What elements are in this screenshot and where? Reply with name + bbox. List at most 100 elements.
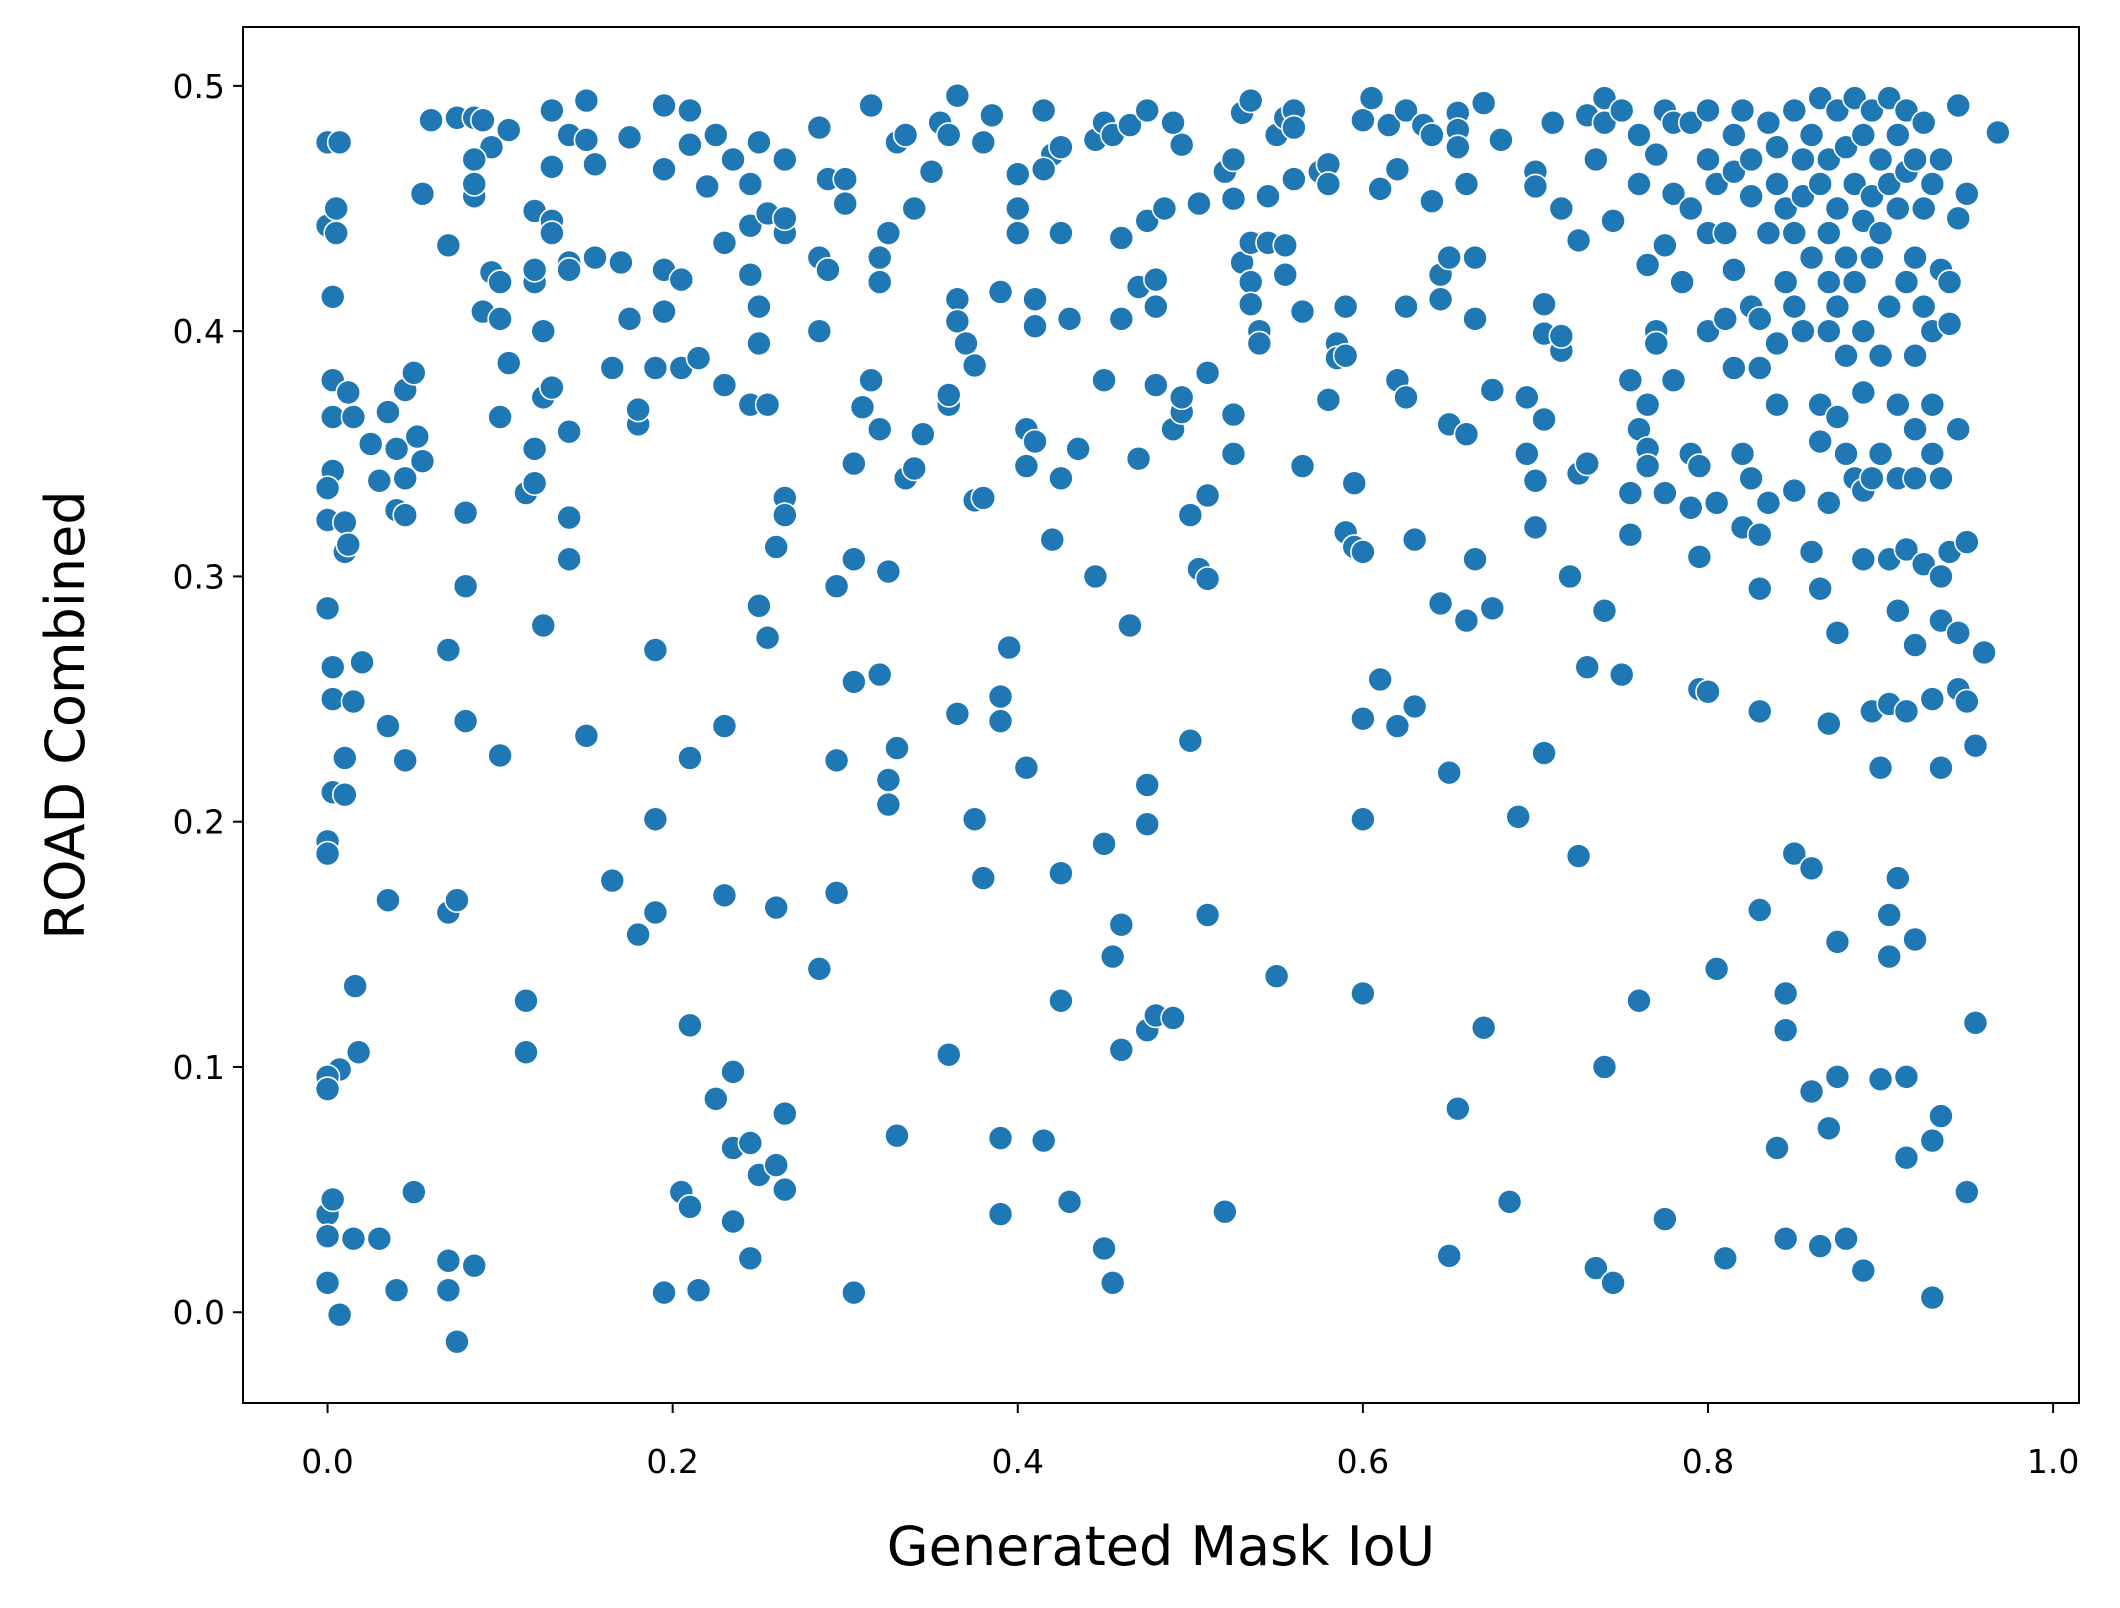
scatter-point <box>642 355 669 381</box>
scatter-point <box>375 399 401 425</box>
scatter-point <box>1436 244 1462 271</box>
scatter-point <box>703 1086 729 1112</box>
scatter-point <box>1695 97 1721 124</box>
scatter-point <box>1928 465 1954 492</box>
scatter-point <box>1859 465 1885 492</box>
scatter-point <box>1013 754 1040 781</box>
scatter-point <box>1755 490 1782 516</box>
scatter-point <box>599 355 626 381</box>
scatter-point <box>1272 232 1299 259</box>
scatter-point <box>1919 1127 1946 1154</box>
scatter-point <box>1781 220 1808 246</box>
scatter-point <box>935 1041 962 1068</box>
scatter-point <box>1954 529 1980 555</box>
scatter-point <box>1099 1270 1126 1296</box>
scatter-point <box>815 257 841 283</box>
scatter-point <box>866 416 893 443</box>
scatter-point <box>1608 661 1635 688</box>
scatter-point <box>1134 97 1160 124</box>
scatter-point <box>435 637 462 663</box>
scatter-point <box>1928 607 1954 634</box>
scatter-point <box>1436 1243 1462 1269</box>
scatter-point <box>1738 465 1764 492</box>
scatter-point <box>1177 727 1204 754</box>
scatter-point <box>1746 575 1773 602</box>
scatter-point <box>1108 225 1135 251</box>
scatter-point <box>582 244 608 271</box>
scatter-point <box>1143 266 1169 293</box>
scatter-point <box>1565 843 1592 869</box>
scatter-point <box>772 205 798 232</box>
scatter-point <box>1332 293 1359 320</box>
scatter-point <box>314 840 341 867</box>
scatter-point <box>1928 563 1954 590</box>
scatter-point <box>772 146 798 173</box>
scatter-point <box>521 436 548 462</box>
scatter-point <box>1850 546 1877 573</box>
scatter-point <box>1721 158 1747 185</box>
scatter-point <box>1867 440 1894 467</box>
scatter-point <box>1954 688 1980 715</box>
scatter-point <box>1833 134 1859 160</box>
scatter-point <box>1350 806 1376 833</box>
scatter-point <box>1781 97 1808 124</box>
scatter-point <box>1634 453 1661 479</box>
scatter-point <box>935 382 962 408</box>
scatter-point <box>1781 477 1808 504</box>
scatter-point <box>1194 566 1221 592</box>
scatter-point <box>1902 632 1928 658</box>
scatter-point <box>1531 406 1557 433</box>
scatter-point <box>1721 257 1747 283</box>
scatter-point <box>1591 597 1618 624</box>
scatter-point <box>418 107 444 134</box>
scatter-point <box>1902 342 1928 369</box>
scatter-point <box>685 1277 712 1303</box>
scatter-point <box>1962 1010 1989 1036</box>
scatter-point <box>625 396 651 423</box>
scatter-point <box>1703 490 1730 516</box>
scatter-point <box>1393 384 1419 411</box>
scatter-point <box>806 318 833 344</box>
scatter-point <box>1168 131 1195 158</box>
scatter-point <box>530 612 557 639</box>
scatter-point <box>1815 1115 1842 1142</box>
scatter-point <box>987 1201 1014 1227</box>
scatter-point <box>1798 122 1825 148</box>
scatter-point <box>1194 360 1221 386</box>
scatter-point <box>1462 546 1488 573</box>
scatter-point <box>1962 732 1989 759</box>
scatter-point <box>1643 330 1670 357</box>
scatter-point <box>651 156 677 183</box>
scatter-point <box>1919 440 1946 467</box>
scatter-point <box>401 360 427 386</box>
scatter-point <box>1634 391 1661 418</box>
scatter-point <box>746 293 772 320</box>
scatter-point <box>1669 269 1695 295</box>
scatter-point <box>1117 112 1143 138</box>
scatter-point <box>1876 85 1902 111</box>
scatter-point <box>1936 310 1963 337</box>
scatter-point <box>1764 330 1790 357</box>
scatter-point <box>1867 754 1894 781</box>
scatter-point <box>326 1301 353 1328</box>
scatter-point <box>1721 122 1747 148</box>
scatter-point <box>1910 109 1937 136</box>
scatter-point <box>530 318 557 344</box>
scatter-point <box>1850 122 1877 148</box>
scatter-point <box>711 882 738 909</box>
scatter-point <box>495 350 522 376</box>
scatter-point <box>1695 318 1721 344</box>
scatter-point <box>1867 146 1894 173</box>
scatter-point <box>1885 597 1911 624</box>
scatter-point <box>987 1125 1014 1151</box>
scatter-point <box>1798 539 1825 565</box>
scatter-point <box>332 509 358 536</box>
scatter-point <box>1583 1255 1609 1281</box>
scatter-point <box>1194 482 1221 509</box>
scatter-point <box>335 531 362 558</box>
scatter-point <box>1798 1078 1825 1105</box>
scatter-point <box>1583 146 1609 173</box>
scatter-point <box>1557 563 1583 590</box>
scatter-point <box>1444 134 1471 160</box>
scatter-point <box>1099 943 1126 970</box>
